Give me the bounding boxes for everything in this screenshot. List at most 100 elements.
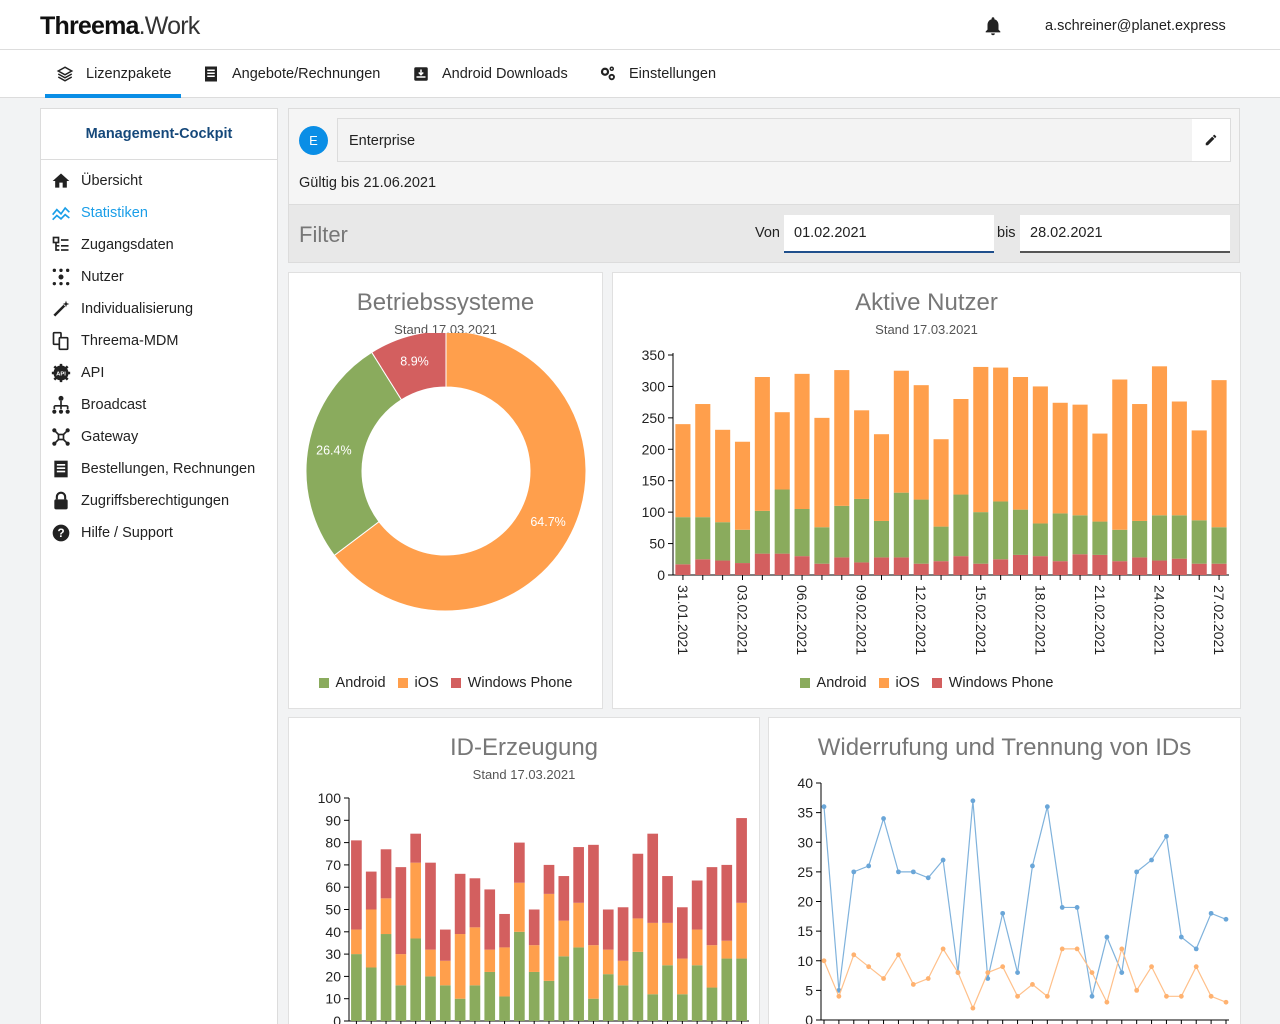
bar-segment[interactable] bbox=[1032, 386, 1048, 524]
bar-segment[interactable] bbox=[953, 494, 969, 557]
legend-item-windows-phone[interactable]: Windows Phone bbox=[931, 675, 1053, 691]
bar-segment[interactable] bbox=[1211, 527, 1227, 564]
bar-segment[interactable] bbox=[1211, 380, 1227, 528]
line-point[interactable] bbox=[851, 952, 857, 958]
line-point[interactable] bbox=[1044, 804, 1050, 810]
bar-segment[interactable] bbox=[1151, 515, 1168, 561]
bar-segment[interactable] bbox=[973, 563, 989, 575]
bar-segment[interactable] bbox=[913, 385, 929, 500]
line-point[interactable] bbox=[1193, 946, 1199, 952]
bar-segment[interactable] bbox=[706, 987, 718, 1021]
bar-segment[interactable] bbox=[814, 563, 830, 575]
bar-segment[interactable] bbox=[351, 929, 362, 955]
sidebar-item-hilfe-support[interactable]: ? Hilfe / Support bbox=[51, 521, 173, 545]
bar-segment[interactable] bbox=[1072, 554, 1088, 575]
bar-segment[interactable] bbox=[499, 913, 510, 948]
bar-segment[interactable] bbox=[736, 902, 747, 959]
bar-segment[interactable] bbox=[1191, 430, 1207, 521]
line-point[interactable] bbox=[940, 946, 946, 952]
line-point[interactable] bbox=[1178, 934, 1184, 940]
bar-segment[interactable] bbox=[873, 557, 890, 575]
bar-segment[interactable] bbox=[913, 499, 929, 564]
bar-segment[interactable] bbox=[543, 864, 555, 894]
bar-segment[interactable] bbox=[706, 867, 718, 946]
bar-segment[interactable] bbox=[632, 853, 644, 919]
bar-segment[interactable] bbox=[953, 399, 969, 495]
line-point[interactable] bbox=[1134, 869, 1140, 875]
bar-segment[interactable] bbox=[854, 498, 870, 563]
bar-segment[interactable] bbox=[602, 974, 614, 1021]
line-point[interactable] bbox=[1208, 993, 1214, 999]
bar-segment[interactable] bbox=[1171, 558, 1187, 575]
bar-segment[interactable] bbox=[469, 985, 481, 1021]
bar-segment[interactable] bbox=[425, 976, 436, 1021]
bar-segment[interactable] bbox=[754, 377, 770, 511]
bar-segment[interactable] bbox=[734, 563, 751, 575]
line-point[interactable] bbox=[1059, 905, 1065, 910]
line-point[interactable] bbox=[955, 970, 961, 975]
bar-segment[interactable] bbox=[573, 902, 584, 948]
line-point[interactable] bbox=[970, 1005, 976, 1011]
line-point[interactable] bbox=[1119, 946, 1125, 952]
bar-segment[interactable] bbox=[1012, 509, 1029, 555]
line-point[interactable] bbox=[1134, 987, 1140, 993]
bar-segment[interactable] bbox=[695, 404, 711, 518]
legend-item-android[interactable]: Android bbox=[318, 675, 386, 691]
line-point[interactable] bbox=[1119, 970, 1125, 975]
tab-einstellungen[interactable]: Einstellungen bbox=[599, 50, 716, 98]
bell-icon[interactable] bbox=[982, 15, 1004, 37]
bar-segment[interactable] bbox=[933, 439, 949, 527]
bar-segment[interactable] bbox=[410, 833, 421, 863]
bar-segment[interactable] bbox=[1171, 515, 1187, 559]
bar-segment[interactable] bbox=[993, 367, 1009, 502]
bar-segment[interactable] bbox=[410, 862, 421, 939]
bar-segment[interactable] bbox=[380, 849, 392, 899]
bar-segment[interactable] bbox=[1112, 529, 1128, 562]
line-point[interactable] bbox=[1089, 970, 1095, 975]
bar-segment[interactable] bbox=[893, 492, 909, 558]
bar-segment[interactable] bbox=[973, 366, 989, 513]
bar-segment[interactable] bbox=[602, 949, 614, 975]
bar-segment[interactable] bbox=[469, 927, 481, 986]
bar-segment[interactable] bbox=[834, 505, 850, 558]
bar-segment[interactable] bbox=[993, 559, 1009, 575]
bar-segment[interactable] bbox=[675, 517, 691, 565]
bar-segment[interactable] bbox=[617, 960, 629, 986]
bar-segment[interactable] bbox=[1092, 521, 1108, 555]
bar-segment[interactable] bbox=[543, 980, 555, 1021]
line-point[interactable] bbox=[925, 875, 931, 881]
line-point[interactable] bbox=[1015, 970, 1020, 975]
bar-segment[interactable] bbox=[721, 958, 733, 1021]
bar-segment[interactable] bbox=[484, 971, 496, 1021]
bar-segment[interactable] bbox=[632, 951, 644, 1021]
bar-segment[interactable] bbox=[1132, 557, 1148, 575]
tab-android-downloads[interactable]: Android Downloads bbox=[412, 50, 568, 98]
line-point[interactable] bbox=[1149, 857, 1154, 863]
bar-segment[interactable] bbox=[993, 501, 1009, 560]
bar-segment[interactable] bbox=[1032, 556, 1048, 575]
bar-segment[interactable] bbox=[484, 889, 496, 950]
line-point[interactable] bbox=[1193, 964, 1199, 970]
bar-segment[interactable] bbox=[588, 945, 599, 999]
bar-segment[interactable] bbox=[933, 561, 949, 575]
bar-segment[interactable] bbox=[715, 522, 731, 561]
bar-segment[interactable] bbox=[1072, 404, 1088, 516]
bar-segment[interactable] bbox=[662, 922, 673, 966]
bar-segment[interactable] bbox=[662, 965, 673, 1021]
tab-lizenzpakete[interactable]: Lizenzpakete bbox=[45, 50, 181, 98]
bar-segment[interactable] bbox=[573, 947, 584, 1021]
bar-segment[interactable] bbox=[794, 373, 810, 509]
line-point[interactable] bbox=[821, 958, 827, 964]
bar-segment[interactable] bbox=[454, 934, 466, 999]
bar-segment[interactable] bbox=[454, 873, 466, 935]
bar-segment[interactable] bbox=[691, 880, 703, 930]
line-point[interactable] bbox=[866, 863, 872, 869]
line-point[interactable] bbox=[1074, 946, 1080, 952]
bar-segment[interactable] bbox=[1052, 513, 1068, 562]
bar-segment[interactable] bbox=[528, 909, 540, 946]
bar-segment[interactable] bbox=[528, 945, 540, 972]
bar-segment[interactable] bbox=[706, 945, 718, 988]
bar-segment[interactable] bbox=[1171, 401, 1187, 516]
line-point[interactable] bbox=[1178, 993, 1184, 999]
bar-segment[interactable] bbox=[774, 489, 790, 554]
